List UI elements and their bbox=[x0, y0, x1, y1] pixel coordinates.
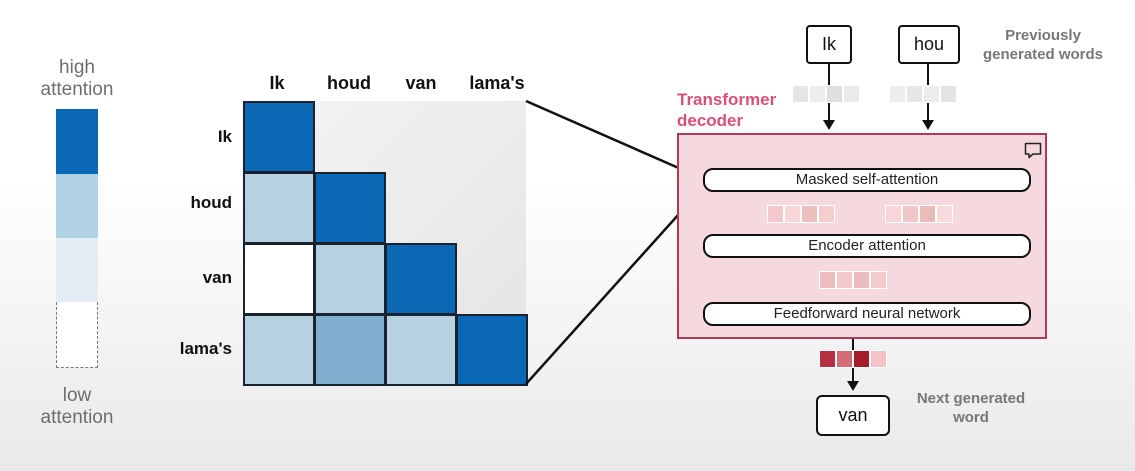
matrix-cell bbox=[243, 243, 315, 315]
matrix-col-label: lama's bbox=[469, 73, 525, 93]
encoder-attention-output-vector bbox=[819, 271, 887, 289]
input-token-box: hou bbox=[898, 25, 960, 64]
matrix-col-label: van bbox=[405, 73, 437, 93]
matrix-col-label: houd bbox=[327, 73, 371, 93]
matrix-row-label: lama's bbox=[179, 339, 232, 358]
matrix-col-label: Ik bbox=[269, 73, 285, 93]
encoder-attention-layer: Encoder attention bbox=[703, 234, 1031, 258]
matrix-cell bbox=[314, 314, 386, 386]
comment-icon bbox=[1024, 142, 1042, 164]
input-embedding-vector bbox=[889, 85, 957, 103]
input-embedding-vector bbox=[792, 85, 860, 103]
matrix-cell bbox=[314, 243, 386, 315]
legend-segment-mid bbox=[56, 174, 98, 238]
masked-self-attention-layer: Masked self-attention bbox=[703, 168, 1031, 192]
matrix-row-label: Ik bbox=[217, 127, 232, 146]
legend-segment-none bbox=[56, 302, 98, 368]
legend-segment-high bbox=[56, 109, 98, 174]
legend-high-label: high attention bbox=[40, 57, 114, 100]
next-word-caption: Next generated word bbox=[916, 390, 1026, 426]
matrix-cell bbox=[385, 243, 457, 315]
self-attention-output-vector bbox=[885, 205, 953, 223]
matrix-cell bbox=[314, 172, 386, 244]
output-vector bbox=[819, 350, 887, 368]
matrix-cell bbox=[385, 314, 457, 386]
output-token-box: van bbox=[816, 395, 890, 436]
previous-words-caption: Previously generated words bbox=[982, 27, 1104, 63]
self-attention-output-vector bbox=[767, 205, 835, 223]
matrix-cell bbox=[243, 101, 315, 173]
legend-low-label: low attention bbox=[40, 385, 114, 428]
legend-segment-low bbox=[56, 238, 98, 302]
decoder-title: Transformer decoder bbox=[677, 90, 777, 130]
input-token-box: Ik bbox=[806, 25, 852, 64]
matrix-row-label: houd bbox=[190, 193, 232, 212]
matrix-cell bbox=[243, 172, 315, 244]
matrix-row-label: van bbox=[202, 268, 232, 287]
matrix-cell bbox=[456, 314, 528, 386]
feedforward-layer: Feedforward neural network bbox=[703, 302, 1031, 326]
